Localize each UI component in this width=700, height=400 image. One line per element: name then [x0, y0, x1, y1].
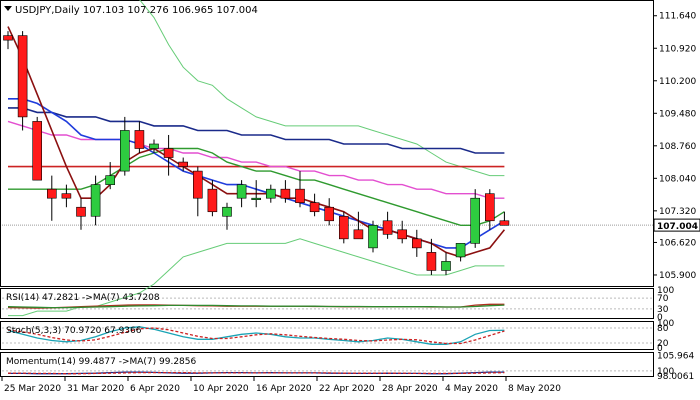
- bear-candle: [484, 193, 495, 222]
- rsi-ma-line: [7, 304, 505, 309]
- bull-candle: [368, 224, 378, 249]
- bear-candle: [499, 220, 510, 226]
- indicator-axis-label: 0: [657, 313, 663, 323]
- bull-candle: [90, 184, 101, 217]
- price-axis-label: 110.920: [659, 44, 696, 54]
- price-axis-label: 106.620: [659, 238, 696, 248]
- price-axis-label: 108.760: [659, 142, 696, 152]
- indicator-axis-label: 20: [657, 339, 669, 349]
- indicator-axis-label: 70: [657, 294, 669, 304]
- date-axis-label: 8 May 2020: [508, 384, 561, 394]
- indicator-axis-label: 100: [657, 286, 674, 296]
- bollinger-lower-line: [8, 238, 505, 317]
- date-axis-label: 6 Apr 2020: [130, 384, 180, 394]
- date-axis-label: 28 Apr 2020: [382, 384, 438, 394]
- bear-candle: [280, 188, 291, 199]
- bull-candle: [470, 197, 481, 244]
- rsi-title: RSI(14) 47.2821 ->MA(7) 43.7208: [6, 293, 160, 303]
- date-axis-label: 31 Mar 2020: [67, 384, 124, 394]
- indicator-axis-label: 100: [657, 367, 674, 377]
- date-axis-label: 16 Apr 2020: [256, 384, 312, 394]
- bear-candle: [411, 238, 422, 249]
- stoch-title: Stoch(5,3,3) 70.9720 67.9366: [6, 326, 142, 336]
- bear-candle: [17, 35, 28, 118]
- bear-candle: [397, 229, 408, 240]
- bull-candle: [265, 188, 276, 199]
- indicator-axis-label: 80: [657, 324, 669, 334]
- bull-candle: [441, 261, 451, 271]
- price-axis-label: 108.040: [659, 174, 696, 184]
- momentum-panel-frame: [0, 352, 654, 377]
- bear-candle: [193, 170, 203, 199]
- main-panel-frame: [0, 0, 654, 287]
- price-axis-label: 110.200: [659, 77, 696, 87]
- bear-candle: [76, 206, 86, 217]
- indicator-axis-label: 98.0061: [657, 372, 694, 382]
- momentum-title: Momentum(14) 99.4877 ->MA(7) 99.2856: [6, 357, 197, 367]
- bear-candle: [382, 220, 393, 235]
- momentum-layer: [2, 370, 653, 375]
- date-axis-label: 10 Apr 2020: [193, 384, 249, 394]
- current-price-label: 107.004: [657, 222, 698, 232]
- bear-candle: [163, 148, 174, 158]
- main-price-layer: [2, 0, 653, 317]
- bear-candle: [61, 193, 72, 199]
- date-axis-label: 22 Apr 2020: [319, 384, 375, 394]
- rsi-panel-frame: [0, 288, 654, 319]
- bull-candle: [105, 175, 115, 185]
- darkred-ma-line: [7, 26, 506, 258]
- bear-candle: [324, 206, 335, 222]
- current-price-box: [653, 218, 700, 232]
- bear-candle: [353, 229, 364, 240]
- bear-candle: [178, 161, 188, 167]
- price-axis-label: 105.900: [659, 271, 696, 281]
- bull-candle: [120, 130, 130, 172]
- bollinger-upper-line: [139, 0, 505, 177]
- pink-ma-line: [7, 120, 505, 199]
- bull-candle: [251, 197, 261, 200]
- bear-candle: [32, 121, 43, 181]
- indicator-axis-label: 105.964: [657, 351, 694, 361]
- bear-candle: [207, 188, 218, 213]
- green-ma-line: [8, 147, 505, 227]
- price-axis-label: 109.480: [659, 109, 696, 119]
- bear-candle: [426, 252, 437, 271]
- price-axis-label: 111.640: [659, 12, 696, 22]
- bear-candle: [134, 130, 145, 149]
- momentum-ma-line: [8, 371, 505, 375]
- date-axis-label: 25 Mar 2020: [4, 384, 61, 394]
- collapse-triangle-icon[interactable]: [4, 6, 12, 11]
- bear-candle: [338, 215, 349, 240]
- bear-candle: [309, 202, 320, 213]
- date-axis-label: 4 May 2020: [445, 384, 498, 394]
- rsi-layer: [2, 297, 653, 310]
- stoch-layer: [2, 326, 653, 345]
- bull-candle: [149, 143, 159, 149]
- indicator-axis-label: 100: [657, 319, 674, 329]
- indicator-axis-label: 30: [657, 305, 669, 315]
- symbol-header: USDJPY,Daily 107.103 107.276 106.965 107…: [15, 5, 258, 16]
- indicator-axis-label: 0: [657, 344, 663, 354]
- bear-candle: [3, 35, 13, 41]
- stoch-k-line: [7, 326, 505, 345]
- bull-candle: [455, 243, 466, 258]
- axes-layer: 111.640 110.920 110.200 109.480 108.760 108.0…: [1, 12, 700, 394]
- price-axis-label: 107.320: [659, 207, 696, 217]
- navy-ma-line: [8, 107, 505, 154]
- stoch-panel-frame: [0, 321, 654, 350]
- bull-candle: [222, 206, 232, 217]
- bull-candle: [236, 184, 247, 199]
- bear-candle: [295, 188, 305, 204]
- stoch-d-line: [7, 327, 505, 345]
- bear-candle: [46, 188, 57, 199]
